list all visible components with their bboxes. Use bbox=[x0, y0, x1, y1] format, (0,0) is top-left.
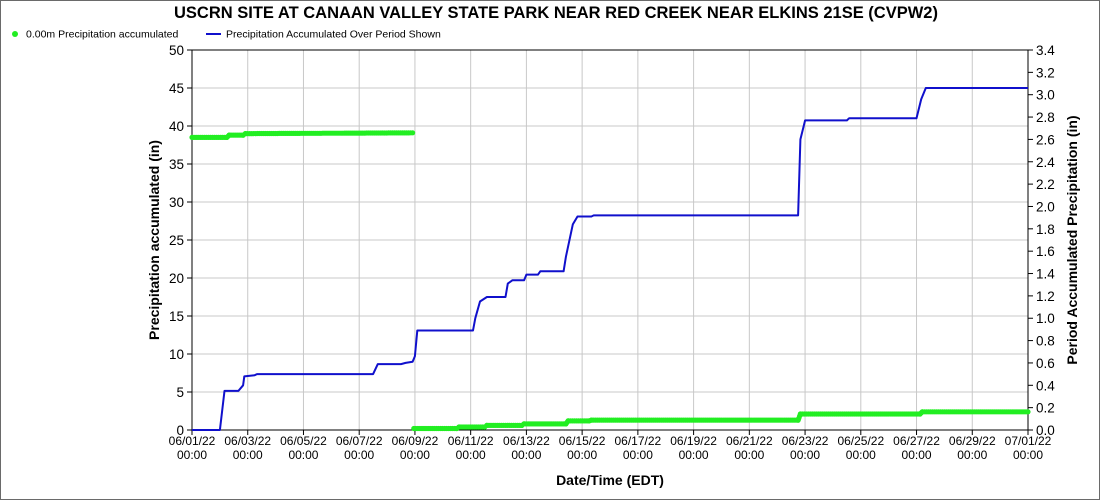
y-left-tick-label: 15 bbox=[169, 309, 184, 324]
y-right-tick-label: 2.0 bbox=[1036, 199, 1055, 214]
x-tick-label: 06/03/22 00:00 bbox=[224, 434, 271, 462]
x-tick-label: 06/27/22 00:00 bbox=[893, 434, 940, 462]
y-right-tick-label: 2.8 bbox=[1036, 110, 1055, 125]
station-precip-point bbox=[410, 130, 416, 136]
legend-label-station-precip: 0.00m Precipitation accumulated bbox=[26, 29, 178, 41]
left-axis-ticks: 0 5 10 15 20 25 30 35 40 45 50 bbox=[169, 43, 192, 438]
x-tick-label: 06/11/22 00:00 bbox=[448, 434, 494, 462]
x-tick-label: 06/07/22 00:00 bbox=[336, 434, 383, 462]
y-right-tick-label: 0.6 bbox=[1036, 356, 1055, 371]
y-left-tick-label: 50 bbox=[169, 43, 184, 58]
legend-label-period-precip: Precipitation Accumulated Over Period Sh… bbox=[226, 29, 441, 41]
y-right-tick-label: 0.8 bbox=[1036, 334, 1055, 349]
y-right-tick-label: 1.4 bbox=[1036, 267, 1055, 282]
x-tick-label: 06/29/22 00:00 bbox=[949, 434, 996, 462]
x-tick-label: 06/25/22 00:00 bbox=[837, 434, 884, 462]
x-tick-label: 06/19/22 00:00 bbox=[670, 434, 717, 462]
y-right-tick-label: 3.0 bbox=[1036, 88, 1055, 103]
x-tick-label: 06/09/22 00:00 bbox=[392, 434, 439, 462]
y-right-tick-label: 3.4 bbox=[1036, 43, 1055, 58]
y-right-tick-label: 2.2 bbox=[1036, 177, 1055, 192]
chart-title: USCRN SITE AT CANAAN VALLEY STATE PARK N… bbox=[174, 4, 938, 22]
y-axis-label-right: Period Accumulated Precipitation (in) bbox=[1064, 115, 1080, 364]
right-axis-ticks: 0.0 0.2 0.4 0.6 0.8 1.0 1.2 1.4 1.6 1.8 2.0 2.2 2.4 2… bbox=[1028, 43, 1055, 438]
y-left-tick-label: 45 bbox=[169, 81, 184, 96]
y-left-tick-label: 5 bbox=[176, 385, 184, 400]
y-right-tick-label: 0.0 bbox=[1036, 423, 1055, 438]
x-tick-label: 06/21/22 00:00 bbox=[726, 434, 773, 462]
y-right-tick-label: 2.4 bbox=[1036, 155, 1055, 170]
y-right-tick-label: 3.2 bbox=[1036, 65, 1055, 80]
x-tick-label: 06/05/22 00:00 bbox=[280, 434, 327, 462]
y-left-tick-label: 35 bbox=[169, 157, 184, 172]
y-left-tick-label: 10 bbox=[169, 347, 184, 362]
gridlines bbox=[191, 49, 1029, 431]
y-axis-label-left: Precipitation accumulated (in) bbox=[146, 140, 162, 340]
x-tick-label: 06/23/22 00:00 bbox=[782, 434, 829, 462]
y-right-tick-label: 1.8 bbox=[1036, 222, 1055, 237]
x-axis-label: Date/Time (EDT) bbox=[556, 472, 664, 488]
station-precip-point bbox=[1025, 409, 1031, 415]
y-left-tick-label: 20 bbox=[169, 271, 184, 286]
y-right-tick-label: 0.2 bbox=[1036, 401, 1055, 416]
y-left-tick-label: 0 bbox=[176, 423, 184, 438]
y-right-tick-label: 1.2 bbox=[1036, 289, 1055, 304]
x-axis-ticks: 06/01/22 00:00 06/03/22 00:00 06/05/22 00:00 0… bbox=[169, 430, 1052, 462]
y-right-tick-label: 1.0 bbox=[1036, 311, 1055, 326]
y-right-tick-label: 2.6 bbox=[1036, 132, 1055, 147]
y-right-tick-label: 0.4 bbox=[1036, 378, 1055, 393]
series-station-precip bbox=[189, 130, 1031, 432]
x-tick-label: 07/01/22 00:00 bbox=[1005, 434, 1052, 462]
x-tick-label: 06/15/22 00:00 bbox=[559, 434, 606, 462]
series-period-precip bbox=[192, 87, 1028, 431]
x-tick-label: 06/13/22 00:00 bbox=[503, 434, 550, 462]
y-right-tick-label: 1.6 bbox=[1036, 244, 1055, 259]
legend-swatch-green bbox=[12, 31, 18, 37]
x-tick-label: 06/01/22 00:00 bbox=[169, 434, 216, 462]
y-left-tick-label: 40 bbox=[169, 119, 184, 134]
y-left-tick-label: 30 bbox=[169, 195, 184, 210]
x-tick-label: 06/17/22 00:00 bbox=[615, 434, 662, 462]
period-precip-line bbox=[192, 87, 1028, 431]
legend: 0.00m Precipitation accumulated Precipit… bbox=[12, 29, 441, 41]
y-left-tick-label: 25 bbox=[169, 233, 184, 248]
